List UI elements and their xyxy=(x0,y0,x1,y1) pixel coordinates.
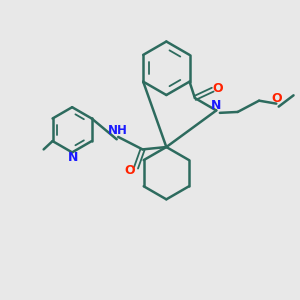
Text: O: O xyxy=(124,164,135,177)
Text: N: N xyxy=(68,151,78,164)
Text: N: N xyxy=(211,99,221,112)
Text: O: O xyxy=(272,92,282,105)
Text: NH: NH xyxy=(108,124,128,137)
Text: O: O xyxy=(213,82,224,95)
